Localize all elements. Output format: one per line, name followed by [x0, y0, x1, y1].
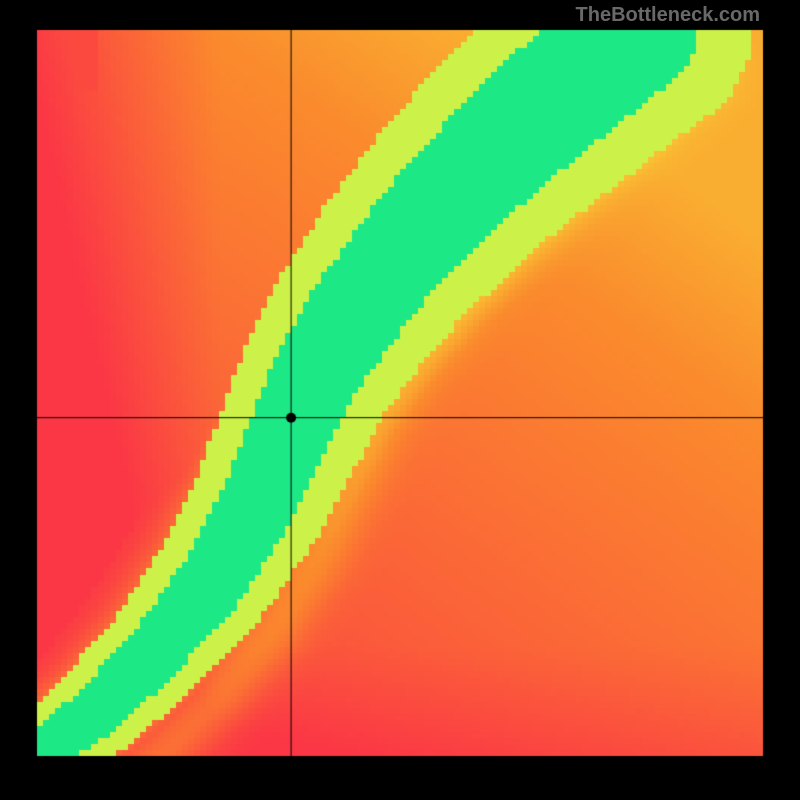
- heatmap-canvas: [0, 0, 800, 800]
- watermark-text: TheBottleneck.com: [576, 4, 760, 27]
- chart-container: { "watermark": { "text": "TheBottleneck.…: [0, 0, 800, 800]
